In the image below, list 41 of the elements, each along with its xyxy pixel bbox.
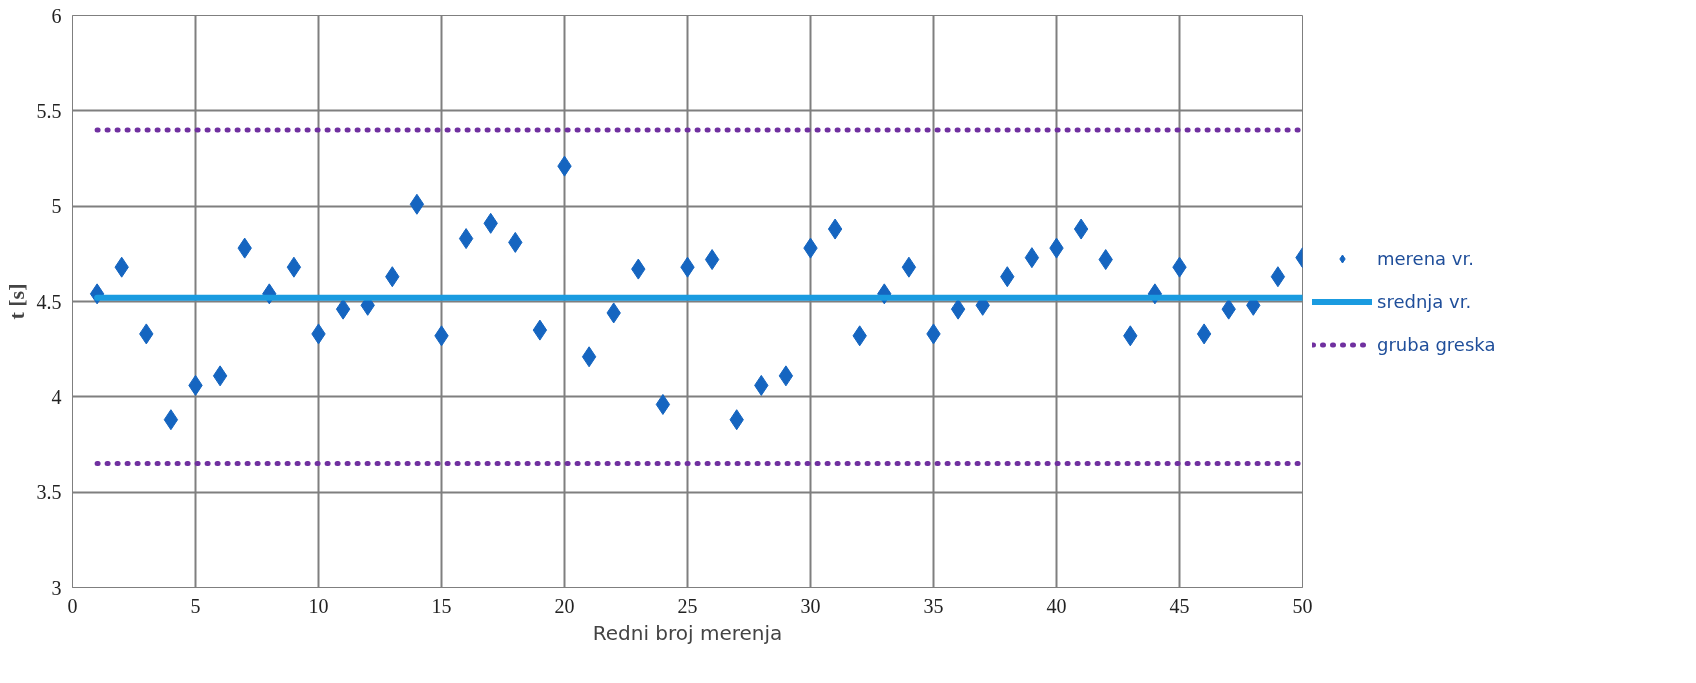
point xyxy=(581,346,597,368)
x-tick-label: 0 xyxy=(67,594,78,617)
point xyxy=(1196,323,1212,345)
y-tick-label: 3.5 xyxy=(36,481,62,504)
x-tick-label: 35 xyxy=(923,594,944,617)
point xyxy=(1024,247,1040,269)
legend-label: srednja vr. xyxy=(1377,290,1472,312)
x-tick-label: 45 xyxy=(1169,594,1190,617)
x-axis-title: Redni broj merenja xyxy=(592,620,783,645)
point xyxy=(286,256,302,278)
point xyxy=(1270,266,1286,288)
point xyxy=(212,365,228,387)
legend-label: gruba greska xyxy=(1377,333,1496,355)
x-tick-label: 5 xyxy=(190,594,201,617)
point xyxy=(950,298,966,320)
y-axis-title: t [s] xyxy=(3,283,29,320)
point xyxy=(458,228,474,250)
y-tick-label: 4.5 xyxy=(36,290,62,313)
y-tick-label: 5.5 xyxy=(36,99,62,122)
point xyxy=(827,218,843,240)
point xyxy=(704,249,720,271)
y-tick-label: 6 xyxy=(51,4,62,27)
point xyxy=(655,393,671,415)
point xyxy=(901,256,917,278)
x-tick-label: 30 xyxy=(800,594,821,617)
y-tick-label: 4 xyxy=(51,385,62,408)
point xyxy=(163,409,179,431)
point xyxy=(1073,218,1089,240)
point xyxy=(335,298,351,320)
x-tick-label: 15 xyxy=(431,594,452,617)
legend-label: merena vr. xyxy=(1377,247,1474,269)
point xyxy=(409,193,425,215)
y-tick-label: 5 xyxy=(51,195,62,218)
x-tick-label: 20 xyxy=(554,594,575,617)
x-tick-label: 50 xyxy=(1292,594,1313,617)
x-tick-label: 40 xyxy=(1046,594,1067,617)
point xyxy=(778,365,794,387)
point xyxy=(532,319,548,341)
x-tick-label: 25 xyxy=(677,594,698,617)
x-tick-label: 10 xyxy=(308,594,329,617)
y-tick-label: 3 xyxy=(51,576,62,599)
